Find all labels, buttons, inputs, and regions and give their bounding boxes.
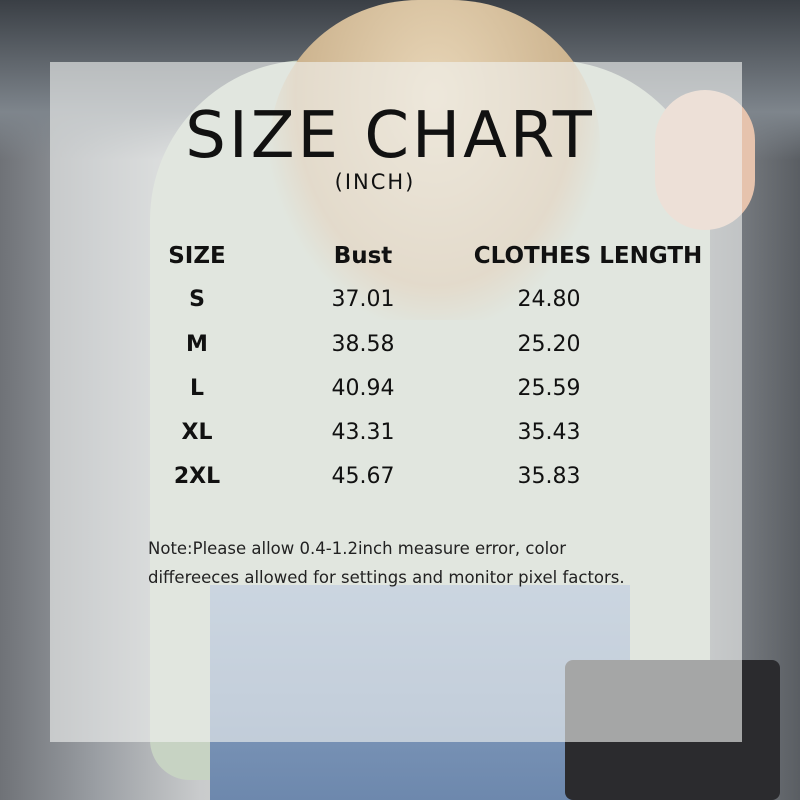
cell-size: M (186, 332, 208, 357)
cell-length: 35.83 (517, 464, 581, 489)
cell-size: L (189, 376, 205, 401)
note-line-2: differeeces allowed for settings and mon… (148, 568, 625, 587)
cell-length: 25.59 (517, 376, 581, 401)
cell-bust: 40.94 (331, 376, 395, 401)
size-chart-panel (50, 62, 742, 742)
cell-bust: 45.67 (331, 464, 395, 489)
unit-label: (INCH) (334, 170, 416, 194)
header-length: CLOTHES LENGTH (473, 243, 703, 269)
header-size: SIZE (168, 243, 226, 269)
note-line-1: Note:Please allow 0.4-1.2inch measure er… (148, 539, 567, 558)
cell-length: 25.20 (517, 332, 581, 357)
cell-length: 24.80 (517, 287, 581, 312)
cell-bust: 38.58 (331, 332, 395, 357)
cell-size: 2XL (173, 464, 221, 489)
cell-length: 35.43 (517, 420, 581, 445)
cell-bust: 43.31 (331, 420, 395, 445)
chart-title: SIZE CHART (185, 99, 595, 173)
cell-bust: 37.01 (331, 287, 395, 312)
cell-size: S (189, 287, 205, 312)
header-bust: Bust (333, 243, 393, 269)
cell-size: XL (181, 420, 213, 445)
